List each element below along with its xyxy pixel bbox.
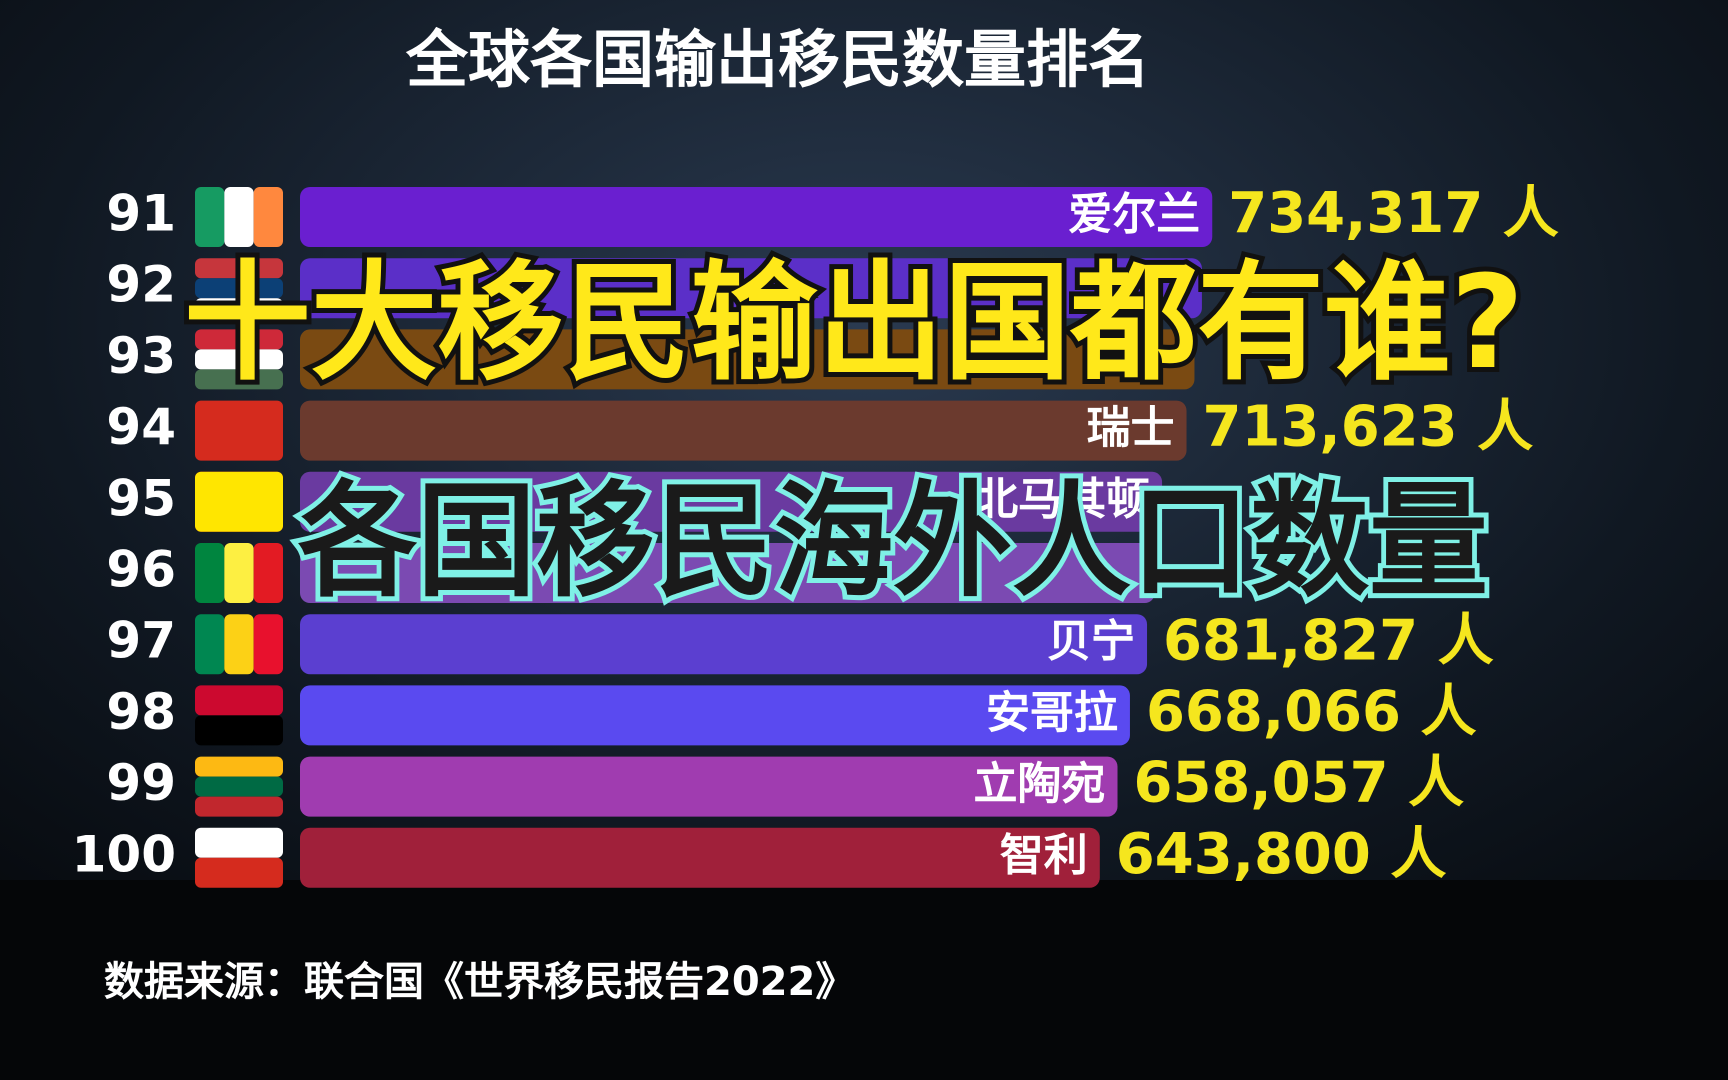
rank-label: 93 [106, 327, 176, 385]
flag-stripe [195, 796, 283, 817]
flag [195, 258, 283, 319]
flag-stripe [195, 187, 225, 247]
value-label: 734,317 人 [1228, 181, 1559, 246]
rank-label: 91 [106, 185, 176, 243]
rank-label: 99 [106, 754, 176, 812]
flag-stripe [195, 685, 283, 716]
bar [300, 400, 1187, 461]
bar [300, 258, 1202, 319]
flag [195, 756, 283, 817]
flag-stripe [253, 543, 283, 603]
flag-stripe [224, 543, 254, 603]
rank-label: 95 [106, 469, 176, 527]
bar [300, 187, 1213, 247]
value-label: 658,057 人 [1134, 751, 1465, 816]
bar [300, 756, 1118, 817]
value-label: 643,800 人 [1116, 822, 1447, 887]
flag-stripe [195, 278, 283, 299]
flag [195, 543, 283, 603]
rank-label: 94 [106, 398, 176, 456]
category-label: 爱尔兰 [1068, 189, 1200, 240]
plot: 91 爱尔兰 734,317 人 92 93 94 瑞士 713,623 人 95 北马其顿 96 9… [72, 181, 1559, 888]
flag-stripe [224, 614, 254, 675]
rank-label: 96 [106, 541, 176, 599]
flag-stripe [195, 349, 283, 370]
flag-stripe [195, 614, 225, 675]
crowd-silhouette [0, 880, 1728, 1080]
flag-stripe [195, 471, 283, 532]
bar [300, 614, 1148, 675]
flag-stripe [224, 187, 254, 247]
rank-label: 97 [106, 612, 176, 670]
flag [195, 685, 283, 746]
flag [195, 329, 283, 390]
flag [195, 187, 283, 247]
flag [195, 614, 283, 675]
flag-stripe [195, 857, 283, 888]
value-label: 668,066 人 [1146, 680, 1477, 745]
subheadline: 各国移民海外人口数量 [298, 470, 1488, 614]
category-label: 瑞士 [1087, 403, 1175, 454]
category-label: 智利 [1000, 830, 1088, 881]
bar [300, 329, 1195, 390]
flag-stripe [195, 400, 283, 461]
bar [300, 471, 1163, 532]
flag-stripe [195, 258, 283, 279]
rank-label: 100 [72, 825, 176, 883]
value-label: 713,623 人 [1203, 395, 1534, 460]
flag-stripe [195, 756, 283, 777]
flag-stripe [195, 776, 283, 797]
chart-title: 全球各国输出移民数量排名 [405, 23, 1150, 96]
flag-stripe [195, 543, 225, 603]
source: 数据来源：联合国《世界移民报告2022》 [104, 959, 855, 1005]
flag-stripe [195, 298, 283, 319]
flag-stripe [195, 369, 283, 390]
bar [300, 827, 1100, 888]
category-label: 立陶宛 [974, 759, 1106, 810]
flag-stripe [253, 187, 283, 247]
flag [195, 471, 283, 532]
flag-stripe [195, 715, 283, 746]
flag-stripe [195, 329, 283, 350]
category-label: 北马其顿 [974, 474, 1150, 525]
flag [195, 827, 283, 888]
bar [300, 685, 1130, 746]
category-label: 贝宁 [1047, 616, 1135, 667]
flag [195, 400, 283, 461]
bar [300, 543, 1155, 603]
rank-label: 98 [106, 683, 176, 741]
flag-stripe [195, 827, 283, 858]
rank-label: 92 [106, 256, 176, 314]
headline: 十大移民输出国都有谁? [184, 249, 1524, 398]
flag-stripe [253, 614, 283, 675]
category-label: 安哥拉 [986, 687, 1118, 738]
value-label: 681,827 人 [1163, 608, 1494, 673]
